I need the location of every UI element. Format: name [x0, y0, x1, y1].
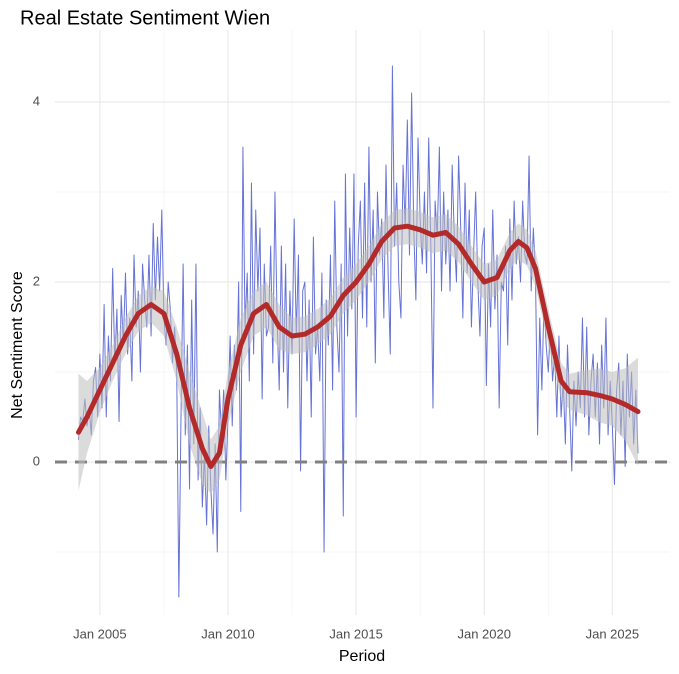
- y-tick-label: 4: [33, 93, 40, 108]
- chart-title: Real Estate Sentiment Wien: [20, 7, 270, 29]
- x-tick-label: Jan 2025: [586, 626, 640, 641]
- x-axis-title: Period: [339, 648, 385, 665]
- x-tick-label: Jan 2015: [329, 626, 383, 641]
- x-tick-label: Jan 2010: [201, 626, 255, 641]
- y-axis-title: Net Sentiment Score: [9, 271, 26, 419]
- y-tick-label: 2: [33, 273, 40, 288]
- x-tick-label: Jan 2020: [457, 626, 511, 641]
- smooth-line: [75, 223, 641, 469]
- y-tick-label: 0: [33, 453, 40, 468]
- x-tick-label: Jan 2005: [73, 626, 127, 641]
